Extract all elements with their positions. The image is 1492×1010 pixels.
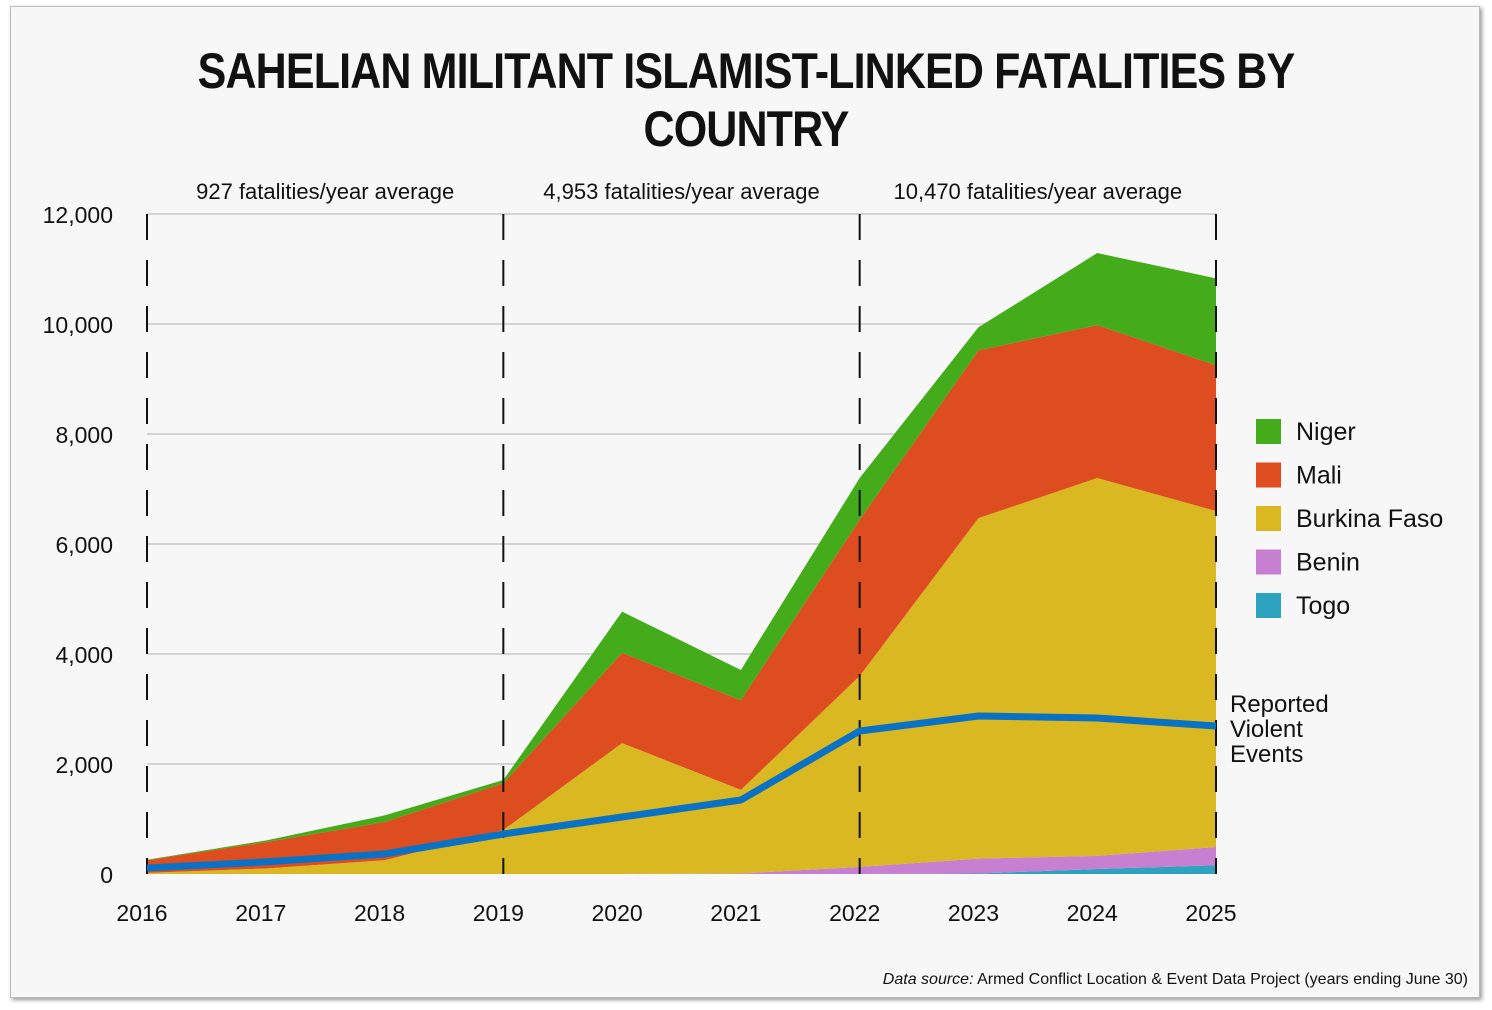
- data-source-label: Data source:: [882, 971, 974, 988]
- x-tick-label: 2022: [829, 900, 880, 926]
- x-tick-label: 2021: [710, 900, 761, 926]
- y-tick-label: 4,000: [55, 642, 113, 668]
- events-line: [146, 712, 1217, 872]
- period-annotation: 10,470 fatalities/year average: [894, 179, 1183, 204]
- legend-swatch-burkina-faso: [1256, 506, 1281, 531]
- period-annotation: 4,953 fatalities/year average: [543, 179, 819, 204]
- area-niger: [147, 253, 1216, 861]
- events-line-label: Violent: [1230, 716, 1303, 743]
- legend-label: Mali: [1296, 462, 1342, 490]
- period-annotation: 927 fatalities/year average: [196, 179, 454, 204]
- y-tick-label: 12,000: [43, 202, 113, 228]
- legend-label: Niger: [1296, 418, 1356, 446]
- y-tick-label: 2,000: [55, 752, 113, 778]
- x-tick-label: 2017: [235, 900, 286, 926]
- chart-title: SAHELIAN MILITANT ISLAMIST-LINKED FATALI…: [197, 43, 1296, 157]
- y-tick-label: 6,000: [55, 532, 113, 558]
- data-source-text: Armed Conflict Location & Event Data Pro…: [973, 971, 1468, 988]
- area-burkina-faso: [147, 478, 1216, 874]
- legend-swatch-mali: [1256, 462, 1281, 488]
- x-tick-label: 2016: [116, 900, 167, 926]
- x-tick-label: 2020: [592, 900, 643, 926]
- x-tick-label: 2023: [948, 900, 999, 926]
- x-tick-label: 2019: [473, 900, 524, 926]
- events-line-label: Events: [1230, 741, 1303, 768]
- legend-label: Togo: [1296, 592, 1350, 620]
- x-tick-label: 2018: [354, 900, 405, 926]
- legend-label: Burkina Faso: [1296, 505, 1443, 533]
- y-tick-label: 0: [100, 862, 113, 888]
- x-tick-label: 2025: [1185, 900, 1236, 926]
- legend-swatch-niger: [1256, 419, 1281, 444]
- area-mali: [147, 325, 1216, 873]
- area-togo: [147, 865, 1216, 874]
- legend-swatch-togo: [1256, 593, 1281, 618]
- events-line-label: Reported: [1230, 691, 1329, 718]
- x-tick-label: 2024: [1067, 900, 1118, 926]
- data-source: Data source: Armed Conflict Location & E…: [883, 971, 1468, 989]
- area-benin: [147, 847, 1216, 874]
- legend-swatch-benin: [1256, 549, 1281, 575]
- legend-label: Benin: [1296, 549, 1360, 577]
- y-tick-label: 10,000: [43, 312, 113, 338]
- y-tick-label: 8,000: [55, 422, 113, 448]
